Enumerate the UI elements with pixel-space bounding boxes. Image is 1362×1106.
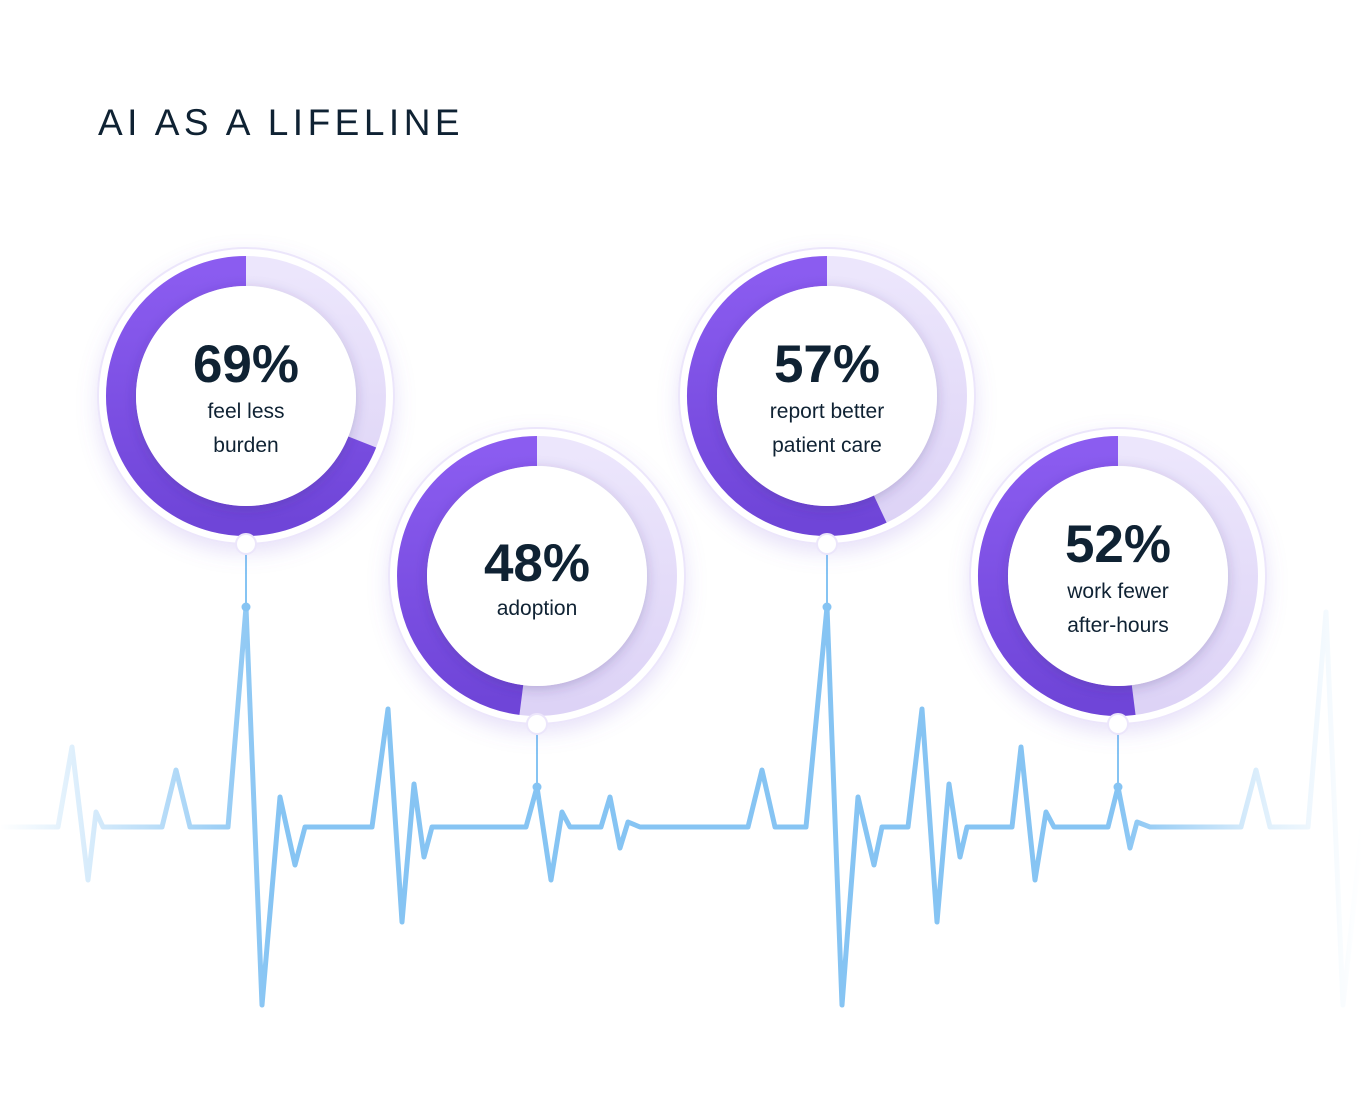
page-title: AI AS A LIFELINE <box>98 102 465 143</box>
connector-dot <box>532 782 542 792</box>
donut-caption-line: report better <box>770 400 884 423</box>
donut-center <box>717 286 937 506</box>
donut-caption-line: burden <box>213 434 278 457</box>
donut-4: 52% work fewer after-hours <box>969 427 1267 792</box>
connector-dot <box>822 602 832 612</box>
donut-caption-line: patient care <box>772 434 882 457</box>
donut-2: 48% adoption <box>388 427 686 792</box>
donut-value-label: 52% <box>1065 515 1171 574</box>
donut-1: 69% feel less burden <box>97 247 395 612</box>
connector-dot <box>1113 782 1123 792</box>
donut-value-label: 48% <box>484 534 590 593</box>
heartbeat-line <box>0 604 1362 1008</box>
donut-center <box>427 466 647 686</box>
connector-node <box>526 713 548 735</box>
donut-value-arc <box>397 436 538 715</box>
donut-value-arc <box>977 436 1136 716</box>
donut-caption-line: adoption <box>497 597 578 620</box>
donut-value-arc <box>106 256 377 536</box>
donut-3: 57% report better patient care <box>678 247 976 612</box>
donut-center <box>1008 466 1228 686</box>
connector-node <box>235 533 257 555</box>
donut-value-label: 69% <box>193 335 299 394</box>
donut-caption-line: after-hours <box>1067 614 1169 637</box>
donut-center <box>136 286 356 506</box>
donut-caption-line: work fewer <box>1066 580 1169 603</box>
donut-value-label: 57% <box>774 335 880 394</box>
connector-node <box>1107 713 1129 735</box>
donut-caption-line: feel less <box>207 400 284 423</box>
connector-dot <box>241 602 251 612</box>
donut-value-arc <box>687 256 887 536</box>
connector-node <box>816 533 838 555</box>
